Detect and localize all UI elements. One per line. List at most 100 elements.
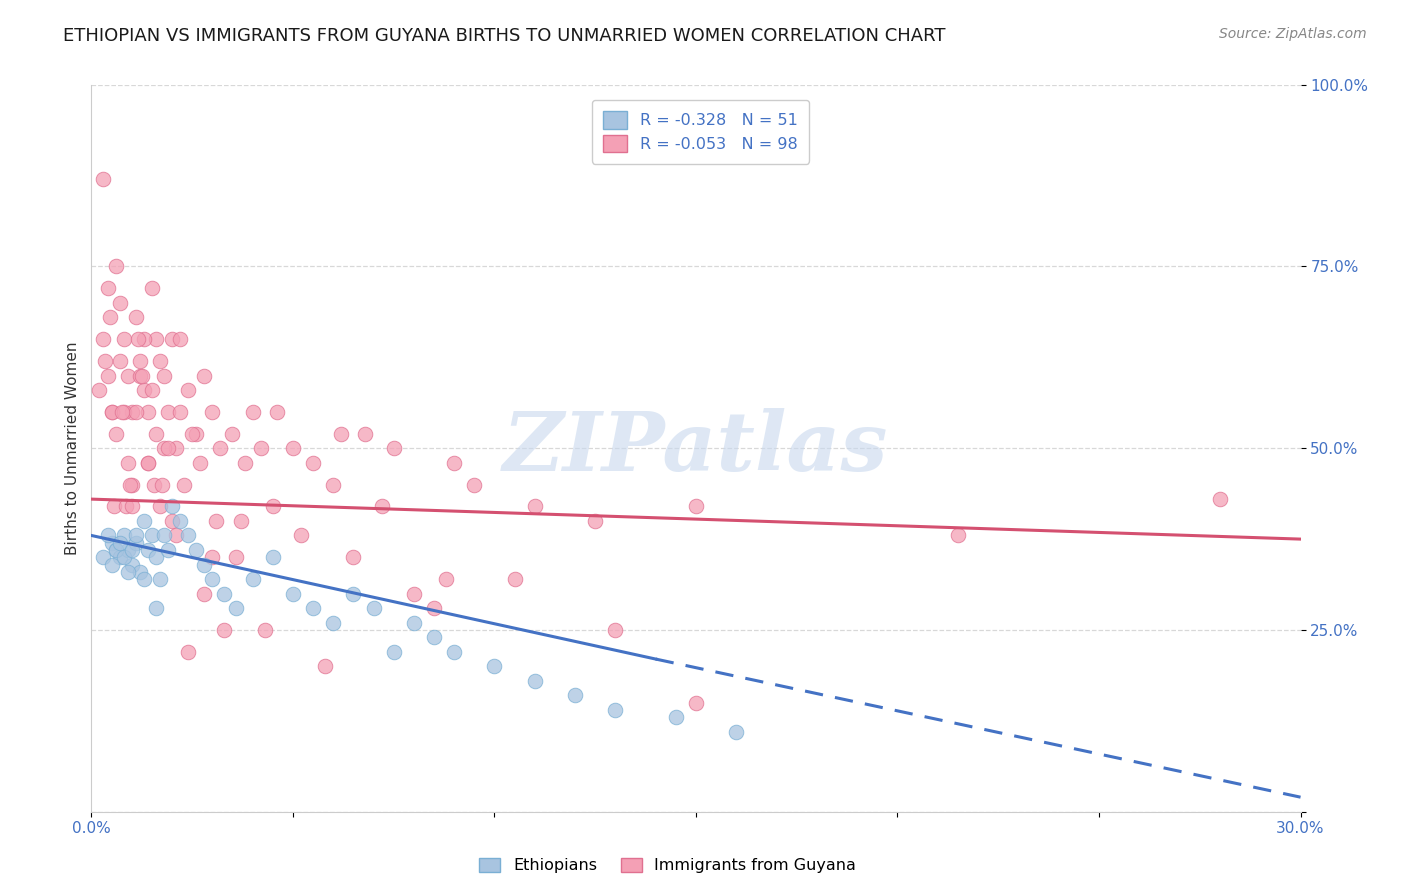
Point (193, 558, 215, 572)
Point (111, 405, 132, 419)
Point (382, 442, 405, 455)
Legend: Ethiopians, Immigrants from Guyana: Ethiopians, Immigrants from Guyana (472, 851, 863, 880)
Point (112, 332, 135, 346)
Point (121, 477, 143, 491)
Point (100, 405, 122, 419)
Point (205, 514, 228, 528)
Point (382, 645, 405, 659)
Point (201, 572, 224, 586)
Point (127, 332, 149, 346)
Point (169, 332, 191, 346)
Point (354, 426, 377, 441)
Point (201, 405, 224, 419)
Point (281, 587, 304, 601)
Point (93, 172, 115, 186)
Point (725, 724, 748, 739)
Point (302, 601, 325, 615)
Point (108, 550, 131, 565)
Point (103, 500, 125, 514)
Point (156, 543, 179, 558)
Point (96, 281, 118, 295)
Point (100, 558, 122, 572)
Point (186, 426, 208, 441)
Point (104, 426, 127, 441)
Point (128, 368, 150, 383)
Point (125, 405, 148, 419)
Point (177, 383, 200, 397)
Point (93, 332, 115, 346)
Point (233, 456, 256, 470)
Point (225, 601, 247, 615)
Point (153, 368, 176, 383)
Point (503, 572, 526, 586)
Point (145, 332, 167, 346)
Point (125, 310, 148, 325)
Point (605, 703, 627, 717)
Point (423, 630, 446, 644)
Point (145, 550, 167, 565)
Point (94, 354, 117, 368)
Point (181, 426, 204, 441)
Point (141, 383, 163, 397)
Point (186, 543, 208, 558)
Point (363, 601, 385, 615)
Point (104, 543, 127, 558)
Point (322, 477, 344, 491)
Point (193, 587, 215, 601)
Text: Source: ZipAtlas.com: Source: ZipAtlas.com (1219, 27, 1367, 41)
Point (685, 500, 707, 514)
Point (423, 601, 446, 615)
Point (128, 354, 150, 368)
Point (132, 572, 155, 586)
Point (402, 587, 425, 601)
Point (136, 405, 159, 419)
Point (342, 587, 364, 601)
Point (131, 368, 153, 383)
Point (169, 405, 191, 419)
Point (136, 543, 159, 558)
Point (242, 572, 264, 586)
Point (136, 456, 159, 470)
Point (322, 615, 344, 630)
Point (96, 368, 118, 383)
Point (225, 550, 247, 565)
Point (108, 535, 131, 549)
Point (290, 528, 312, 542)
Point (434, 572, 457, 586)
Y-axis label: Births to Unmarried Women: Births to Unmarried Women (65, 342, 80, 555)
Point (221, 426, 243, 441)
Point (443, 645, 465, 659)
Point (121, 558, 143, 572)
Point (443, 456, 465, 470)
Point (173, 477, 195, 491)
Point (132, 383, 155, 397)
Point (112, 550, 135, 565)
Point (117, 456, 139, 470)
Point (89, 383, 111, 397)
Point (117, 565, 139, 579)
Point (125, 528, 148, 542)
Point (112, 405, 135, 419)
Point (149, 572, 172, 586)
Point (150, 477, 173, 491)
Point (314, 659, 336, 673)
Point (96, 528, 118, 542)
Point (145, 601, 167, 615)
Point (201, 550, 224, 565)
Point (104, 543, 127, 558)
Point (946, 528, 969, 542)
Point (242, 405, 264, 419)
Point (160, 514, 183, 528)
Point (1209, 492, 1232, 507)
Point (665, 710, 688, 724)
Point (141, 281, 163, 295)
Point (402, 615, 425, 630)
Point (132, 514, 155, 528)
Point (142, 477, 165, 491)
Point (160, 500, 183, 514)
Point (108, 354, 131, 368)
Point (605, 623, 627, 637)
Point (121, 405, 143, 419)
Point (484, 659, 506, 673)
Point (165, 528, 187, 542)
